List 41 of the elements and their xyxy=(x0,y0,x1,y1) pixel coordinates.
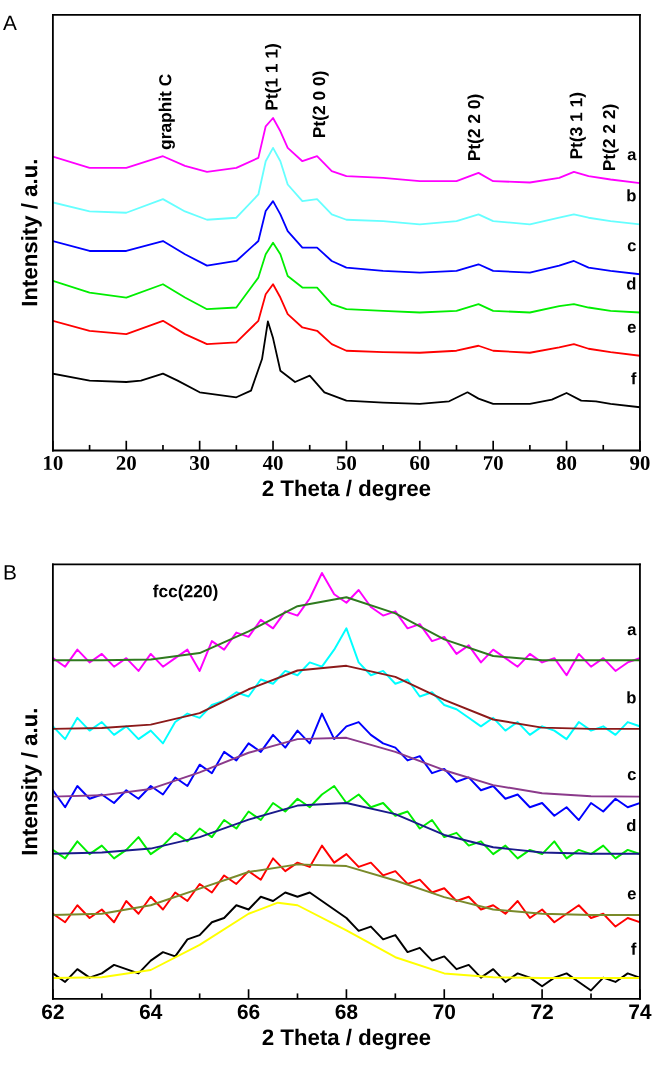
series-label: c xyxy=(627,242,636,252)
x-tick-label: 70 xyxy=(483,455,503,471)
x-tick-label: 90 xyxy=(630,455,650,471)
x-tick-label: 30 xyxy=(190,455,210,471)
annotation: Pt(2 0 0) xyxy=(312,71,329,138)
annotation: Pt(2 2 2) xyxy=(602,104,619,171)
x-tick-label: 40 xyxy=(262,455,283,471)
series-label: d xyxy=(626,277,636,290)
x-tick-label: 10 xyxy=(44,455,63,471)
annotation: graphit C xyxy=(158,74,175,150)
x-axis-title: 2 Theta / degree xyxy=(262,479,431,501)
x-tick-label: 80 xyxy=(556,455,577,471)
x-tick-label: 62 xyxy=(42,1004,64,1020)
chart-title: A xyxy=(3,15,17,31)
annotation: fcc(220) xyxy=(152,584,218,601)
series-label: e xyxy=(627,890,636,900)
x-axis-title: 2 Theta / degree xyxy=(262,1028,431,1050)
series-label: d xyxy=(626,819,636,832)
x-tick-label: 66 xyxy=(237,1004,260,1020)
series-label: a xyxy=(627,626,637,636)
x-tick-label: 20 xyxy=(116,455,136,471)
y-axis-title: Intensity / a.u. xyxy=(21,709,42,855)
x-tick-label: 74 xyxy=(629,1004,652,1019)
series-label: b xyxy=(627,189,636,202)
series-label: f xyxy=(631,942,637,955)
x-tick-label: 60 xyxy=(410,455,430,471)
x-tick-label: 50 xyxy=(336,455,357,471)
series-label: b xyxy=(627,691,636,704)
series-label: f xyxy=(631,372,637,385)
x-tick-label: 72 xyxy=(531,1004,553,1019)
x-tick-label: 70 xyxy=(433,1004,455,1020)
annotation: Pt(2 2 0) xyxy=(467,94,484,161)
x-tick-label: 68 xyxy=(335,1004,358,1020)
x-tick-label: 64 xyxy=(139,1004,163,1020)
series-label: c xyxy=(627,771,636,781)
series-label: e xyxy=(627,323,636,333)
annotation: Pt(3 1 1) xyxy=(569,92,586,159)
chart-title: B xyxy=(4,565,16,580)
y-axis-title: Intensity / a.u. xyxy=(21,160,42,306)
text: Pt(1 1 1) xyxy=(264,44,282,110)
series-label: a xyxy=(627,151,637,161)
